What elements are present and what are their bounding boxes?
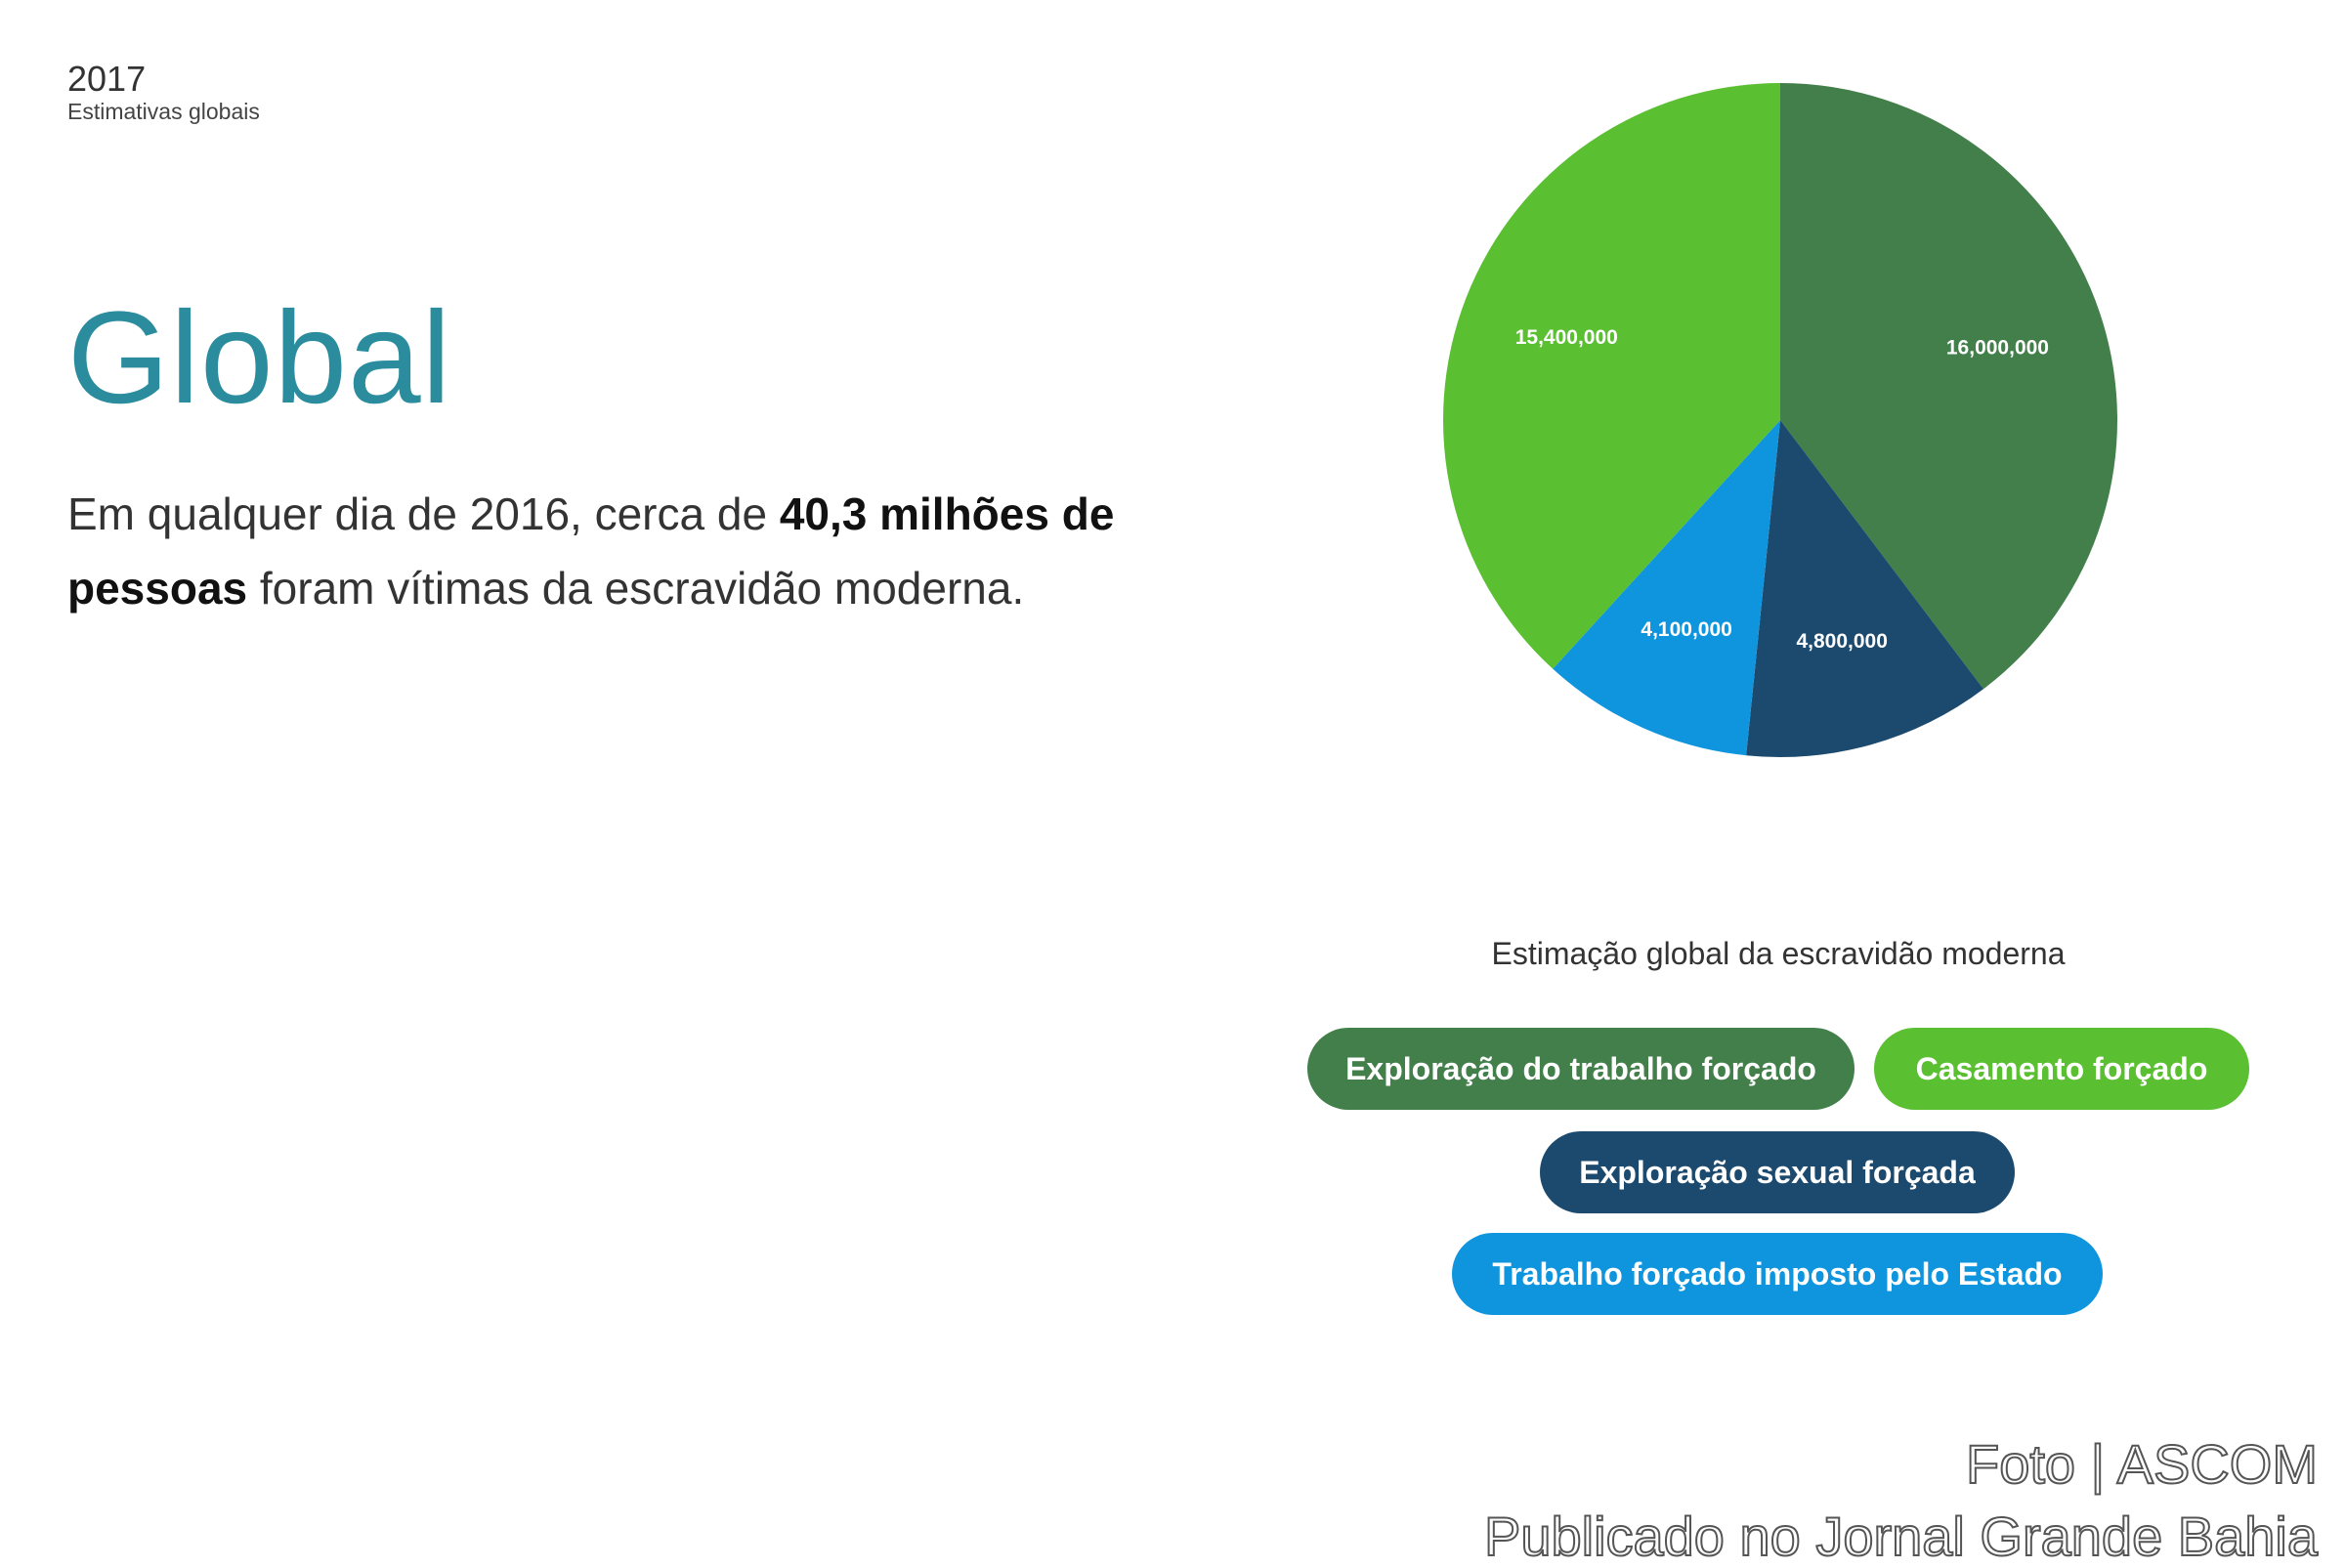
legend-forced-marriage[interactable]: Casamento forçado: [1874, 1028, 2249, 1110]
pie-data-label: 15,400,000: [1515, 326, 1618, 349]
publication-credit: Publicado no Jornal Grande Bahia: [1483, 1504, 2319, 1568]
pie-data-label: 16,000,000: [1946, 336, 2049, 359]
legend-forced-labour-exploitation[interactable]: Exploração do trabalho forçado: [1307, 1028, 1855, 1110]
summary-part1: Em qualquer dia de 2016, cerca de: [67, 488, 780, 539]
year-label: 2017: [67, 59, 147, 99]
pie-data-label: 4,800,000: [1796, 630, 1887, 653]
photo-credit: Foto | ASCOM: [1965, 1432, 2319, 1496]
pie-slice-sexual-exploitation: [1746, 420, 1983, 757]
pie-slice-forced-marriage: [1442, 83, 1780, 669]
summary-bold2: pessoas: [67, 563, 248, 614]
summary-bold1: 40,3 milhões de: [779, 488, 1115, 539]
summary-text: Em qualquer dia de 2016, cerca de 40,3 m…: [67, 477, 1269, 625]
summary-part2: foram vítimas da escravidão moderna.: [247, 563, 1025, 614]
legend-state-imposed-forced-labour[interactable]: Trabalho forçado imposto pelo Estado: [1452, 1233, 2103, 1315]
pie-slice-state-imposed: [1553, 420, 1780, 756]
legend-forced-sexual-exploitation[interactable]: Exploração sexual forçada: [1540, 1131, 2015, 1213]
estimates-subtitle: Estimativas globais: [67, 99, 260, 124]
chart-title: Estimação global da escravidão moderna: [1491, 936, 2066, 971]
pie-chart: 16,000,000 4,800,000 4,100,000 15,400,000: [1442, 83, 2117, 757]
region-title: Global: [67, 285, 452, 431]
pie-data-label: 4,100,000: [1641, 618, 1731, 641]
pie-slice-forced-labour: [1780, 83, 2117, 690]
